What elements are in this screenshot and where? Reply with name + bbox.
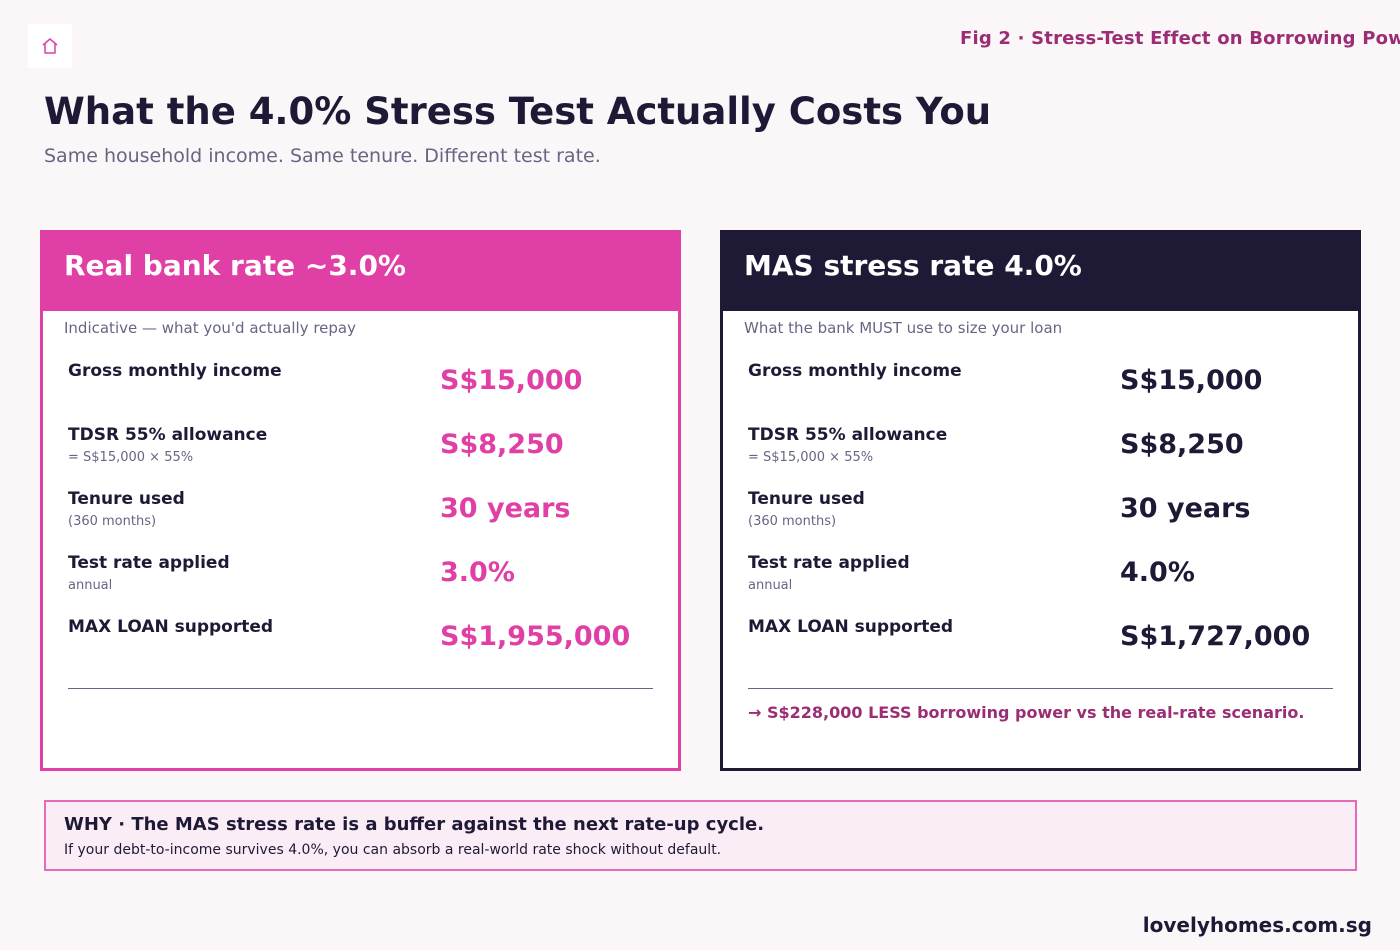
tenure-row: Tenure used (360 months) 30 years (68, 489, 653, 549)
why-callout: WHY · The MAS stress rate is a buffer ag… (44, 800, 1357, 871)
row-label: TDSR 55% allowance (748, 425, 948, 445)
page-subtitle: Same household income. Same tenure. Diff… (44, 145, 601, 167)
row-value: S$8,250 (1120, 429, 1244, 460)
tdsr-row: TDSR 55% allowance = S$15,000 × 55% S$8,… (68, 425, 653, 485)
why-title: WHY · The MAS stress rate is a buffer ag… (64, 814, 765, 835)
max-loan-row: MAX LOAN supported S$1,727,000 (748, 617, 1333, 677)
row-note: = S$15,000 × 55% (748, 450, 874, 465)
row-value: 4.0% (1120, 557, 1195, 588)
why-text: If your debt-to-income survives 4.0%, yo… (64, 842, 722, 858)
row-value: S$15,000 (1120, 365, 1263, 396)
row-label: MAX LOAN supported (68, 617, 274, 637)
divider (748, 688, 1333, 689)
row-label: MAX LOAN supported (748, 617, 954, 637)
row-label: Test rate applied (68, 553, 230, 573)
row-value: S$1,727,000 (1120, 621, 1311, 652)
row-label: Gross monthly income (748, 361, 962, 381)
row-label: Tenure used (68, 489, 185, 509)
row-note: (360 months) (748, 514, 837, 529)
test-rate-row: Test rate applied annual 4.0% (748, 553, 1333, 613)
mas-stress-card-caption: What the bank MUST use to size your loan (744, 319, 1063, 337)
row-value: S$15,000 (440, 365, 583, 396)
row-label: Tenure used (748, 489, 865, 509)
row-note: annual (68, 578, 113, 593)
row-value: S$8,250 (440, 429, 564, 460)
row-value: 30 years (1120, 493, 1251, 524)
figure-label: Fig 2 · Stress-Test Effect on Borrowing … (960, 28, 1400, 49)
house-icon (42, 38, 58, 54)
row-value: 30 years (440, 493, 571, 524)
divider (68, 688, 653, 689)
row-note: = S$15,000 × 55% (68, 450, 194, 465)
max-loan-row: MAX LOAN supported S$1,955,000 (68, 617, 653, 677)
real-rate-card: Real bank rate ~3.0% Indicative — what y… (40, 230, 681, 771)
income-row: Gross monthly income S$15,000 (68, 361, 653, 421)
mas-stress-card: MAS stress rate 4.0% What the bank MUST … (720, 230, 1361, 771)
row-value: 3.0% (440, 557, 515, 588)
row-label: TDSR 55% allowance (68, 425, 268, 445)
logo[interactable] (28, 24, 72, 68)
borrowing-difference-note: → S$228,000 LESS borrowing power vs the … (748, 703, 1305, 722)
income-row: Gross monthly income S$15,000 (748, 361, 1333, 421)
row-label: Test rate applied (748, 553, 910, 573)
row-label: Gross monthly income (68, 361, 282, 381)
real-rate-card-caption: Indicative — what you'd actually repay (64, 319, 356, 337)
mas-stress-card-title: MAS stress rate 4.0% (723, 233, 1358, 311)
tenure-row: Tenure used (360 months) 30 years (748, 489, 1333, 549)
brand-footer[interactable]: lovelyhomes.com.sg (1142, 913, 1372, 937)
tdsr-row: TDSR 55% allowance = S$15,000 × 55% S$8,… (748, 425, 1333, 485)
page-title: What the 4.0% Stress Test Actually Costs… (44, 90, 992, 133)
row-note: (360 months) (68, 514, 157, 529)
row-value: S$1,955,000 (440, 621, 631, 652)
test-rate-row: Test rate applied annual 3.0% (68, 553, 653, 613)
row-note: annual (748, 578, 793, 593)
real-rate-card-title: Real bank rate ~3.0% (43, 233, 678, 311)
